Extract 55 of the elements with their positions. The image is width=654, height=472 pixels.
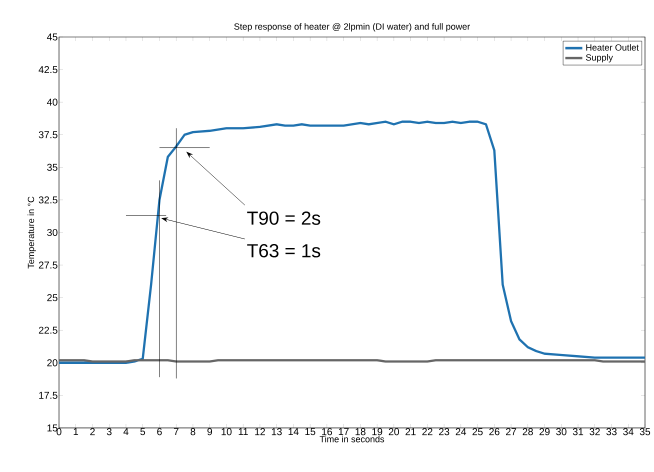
- x-tick-label: 23: [439, 428, 450, 436]
- x-tick-label: 24: [456, 428, 466, 436]
- x-tick-label: 3: [106, 428, 112, 436]
- y-tick-label: 22.5: [38, 326, 58, 334]
- y-tick-label: 20: [47, 359, 58, 366]
- x-tick-label: 6: [157, 428, 162, 436]
- x-tick-label: 30: [556, 428, 566, 436]
- x-axis-title: Time in seconds: [320, 436, 384, 442]
- x-tick-label: 33: [606, 428, 617, 436]
- x-tick-label: 9: [207, 428, 212, 436]
- y-tick-label: 25: [47, 294, 58, 302]
- x-tick-label: 18: [356, 428, 366, 436]
- y-tick-label: 35: [47, 164, 58, 171]
- x-tick-label: 7: [174, 428, 178, 436]
- x-tick-label: 31: [572, 428, 584, 436]
- x-tick-label: 27: [506, 428, 516, 436]
- x-tick-label: 12: [255, 428, 265, 436]
- x-tick-label: 11: [238, 428, 248, 436]
- x-tick-label: 28: [522, 428, 533, 436]
- x-tick-label: 8: [190, 428, 196, 436]
- x-tick-label: 15: [305, 428, 316, 436]
- x-tick-label: 25: [472, 428, 483, 436]
- y-tick-label: 40: [46, 98, 58, 106]
- x-tick-label: 2: [90, 428, 95, 436]
- x-tick-label: 20: [388, 428, 400, 436]
- x-tick-label: 21: [406, 428, 416, 436]
- y-axis-title: Temperature in °C: [28, 196, 36, 268]
- x-tick-label: 26: [489, 428, 500, 436]
- x-tick-label: 35: [640, 428, 650, 436]
- x-tick-label: 5: [140, 428, 146, 436]
- y-tick-label: 27.5: [38, 262, 58, 269]
- y-tick-label: 32.5: [38, 196, 58, 204]
- x-tick-label: 17: [338, 428, 349, 436]
- x-tick-label: 14: [288, 428, 299, 436]
- x-tick-label: 29: [540, 428, 550, 436]
- x-tick-label: 10: [222, 428, 232, 436]
- legend-label: Heater Outlet: [586, 44, 639, 51]
- y-tick-label: 17.5: [39, 392, 58, 399]
- x-tick-label: 34: [623, 428, 634, 436]
- x-tick-label: 22: [422, 428, 432, 436]
- y-tick-label: 42.5: [38, 66, 58, 74]
- x-tick-label: 4: [123, 428, 128, 436]
- chart-title: Step response of heater @ 2lpmin (DI water) and full power: [234, 23, 470, 32]
- x-tick-label: 32: [590, 428, 600, 436]
- x-tick-label: 13: [272, 428, 282, 436]
- y-tick-label: 37.5: [38, 131, 58, 138]
- y-tick-label: 30: [47, 228, 58, 236]
- annotation: T90 = 2s: [247, 211, 320, 225]
- annotation: T63 = 1s: [247, 244, 320, 258]
- x-tick-label: 19: [372, 428, 382, 436]
- x-tick-label: 0: [56, 428, 62, 436]
- y-tick-label: 45: [46, 34, 58, 40]
- legend-label: Supply: [586, 54, 613, 62]
- x-tick-label: 16: [322, 428, 332, 436]
- x-tick-label: 1: [74, 428, 78, 436]
